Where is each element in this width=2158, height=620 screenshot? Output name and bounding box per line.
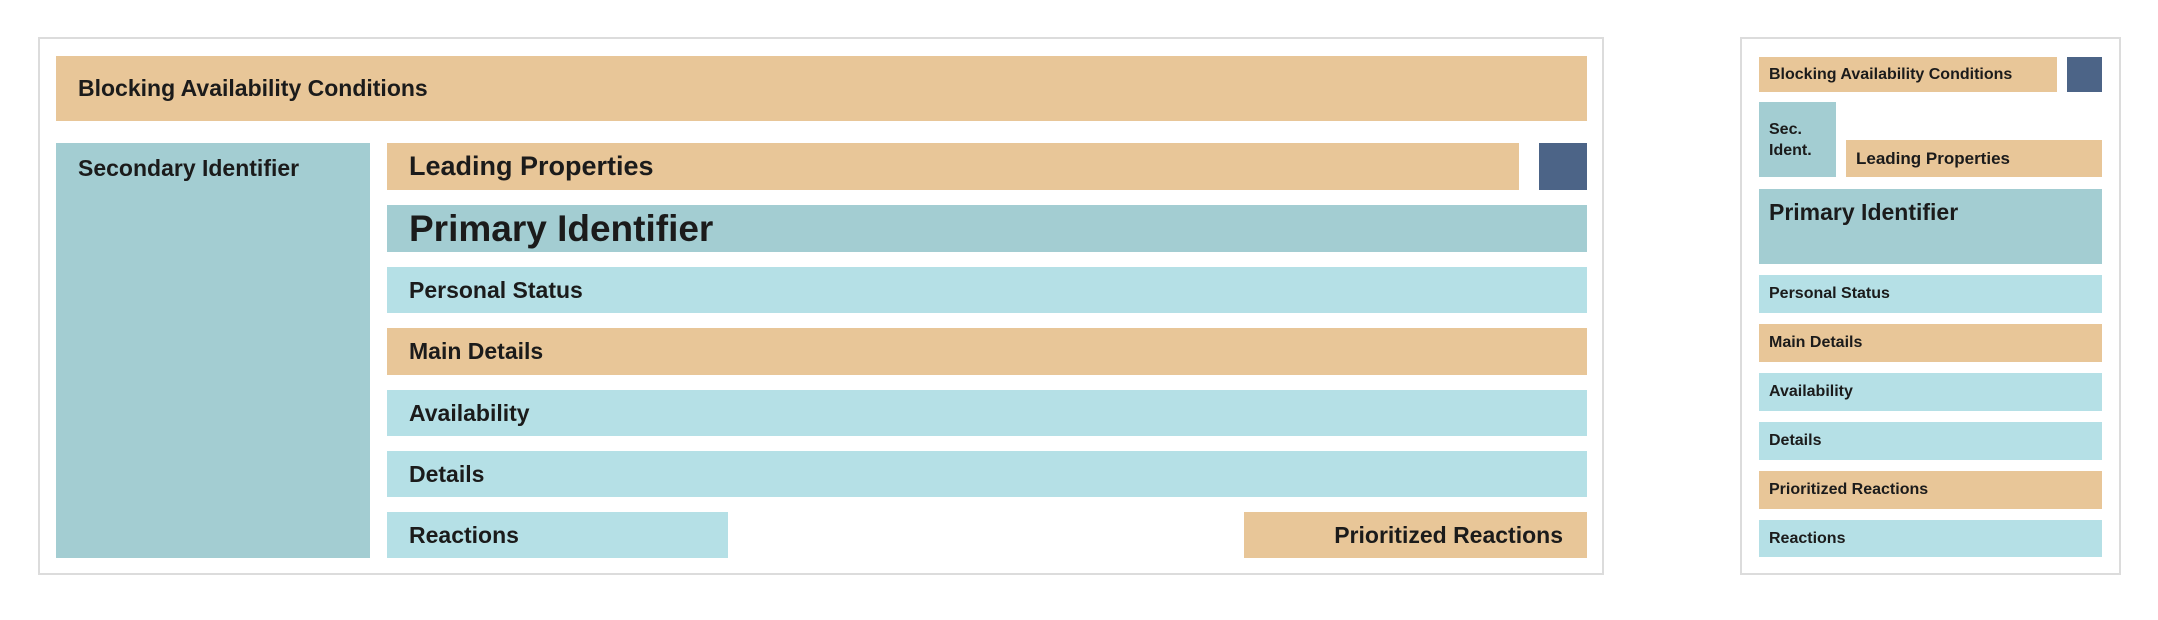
reactions-narrow: Reactions bbox=[1759, 520, 2102, 557]
primary-label-narrow: Primary Identifier bbox=[1769, 199, 1959, 225]
availability: Availability bbox=[387, 390, 1587, 436]
secondary-label-line2-narrow: Ident. bbox=[1769, 141, 1812, 159]
main-details: Main Details bbox=[387, 328, 1587, 375]
availability-label-narrow: Availability bbox=[1769, 383, 1853, 400]
secondary-label: Secondary Identifier bbox=[78, 155, 300, 181]
details-label: Details bbox=[409, 460, 485, 487]
prioritized-reactions-narrow: Prioritized Reactions bbox=[1759, 471, 2102, 509]
details-narrow: Details bbox=[1759, 422, 2102, 460]
prioritized-reactions: Prioritized Reactions bbox=[1244, 512, 1587, 558]
personal-status: Personal Status bbox=[387, 267, 1587, 313]
leading-properties: Leading Properties bbox=[387, 143, 1519, 190]
leading-properties-marker bbox=[1539, 143, 1587, 190]
blocking-availability-conditions: Blocking Availability Conditions bbox=[56, 56, 1587, 121]
details: Details bbox=[387, 451, 1587, 497]
primary-identifier-narrow: Primary Identifier bbox=[1759, 189, 2102, 264]
personal-status-label: Personal Status bbox=[409, 276, 583, 303]
personal-status-narrow: Personal Status bbox=[1759, 275, 2102, 313]
leading-label: Leading Properties bbox=[409, 151, 654, 181]
details-label-narrow: Details bbox=[1769, 432, 1822, 449]
reactions-label: Reactions bbox=[409, 521, 519, 548]
reactions: Reactions bbox=[387, 512, 728, 558]
narrow-layout-frame: Blocking Availability Conditions Sec. Id… bbox=[1740, 37, 2121, 575]
secondary-identifier-narrow: Sec. Ident. bbox=[1759, 102, 1836, 177]
primary-label: Primary Identifier bbox=[409, 207, 714, 249]
main-details-narrow: Main Details bbox=[1759, 324, 2102, 362]
secondary-identifier: Secondary Identifier bbox=[56, 143, 370, 558]
blocking-availability-conditions-narrow: Blocking Availability Conditions bbox=[1759, 57, 2057, 92]
reactions-label-narrow: Reactions bbox=[1769, 529, 1846, 547]
leading-properties-narrow: Leading Properties bbox=[1846, 140, 2102, 177]
personal-status-label-narrow: Personal Status bbox=[1769, 285, 1890, 302]
leading-label-narrow: Leading Properties bbox=[1856, 148, 2010, 168]
wide-layout-frame: Blocking Availability Conditions Seconda… bbox=[38, 37, 1604, 575]
secondary-label-line1-narrow: Sec. bbox=[1769, 120, 1802, 138]
availability-label: Availability bbox=[409, 399, 530, 426]
blocking-label-narrow: Blocking Availability Conditions bbox=[1769, 65, 2013, 83]
blocking-label: Blocking Availability Conditions bbox=[78, 75, 428, 101]
blocking-marker-narrow bbox=[2067, 57, 2102, 92]
main-details-label-narrow: Main Details bbox=[1769, 334, 1863, 351]
prioritized-label-narrow: Prioritized Reactions bbox=[1769, 481, 1929, 498]
availability-narrow: Availability bbox=[1759, 373, 2102, 411]
primary-identifier: Primary Identifier bbox=[387, 205, 1587, 252]
prioritized-label: Prioritized Reactions bbox=[1334, 521, 1563, 548]
main-details-label: Main Details bbox=[409, 338, 544, 364]
